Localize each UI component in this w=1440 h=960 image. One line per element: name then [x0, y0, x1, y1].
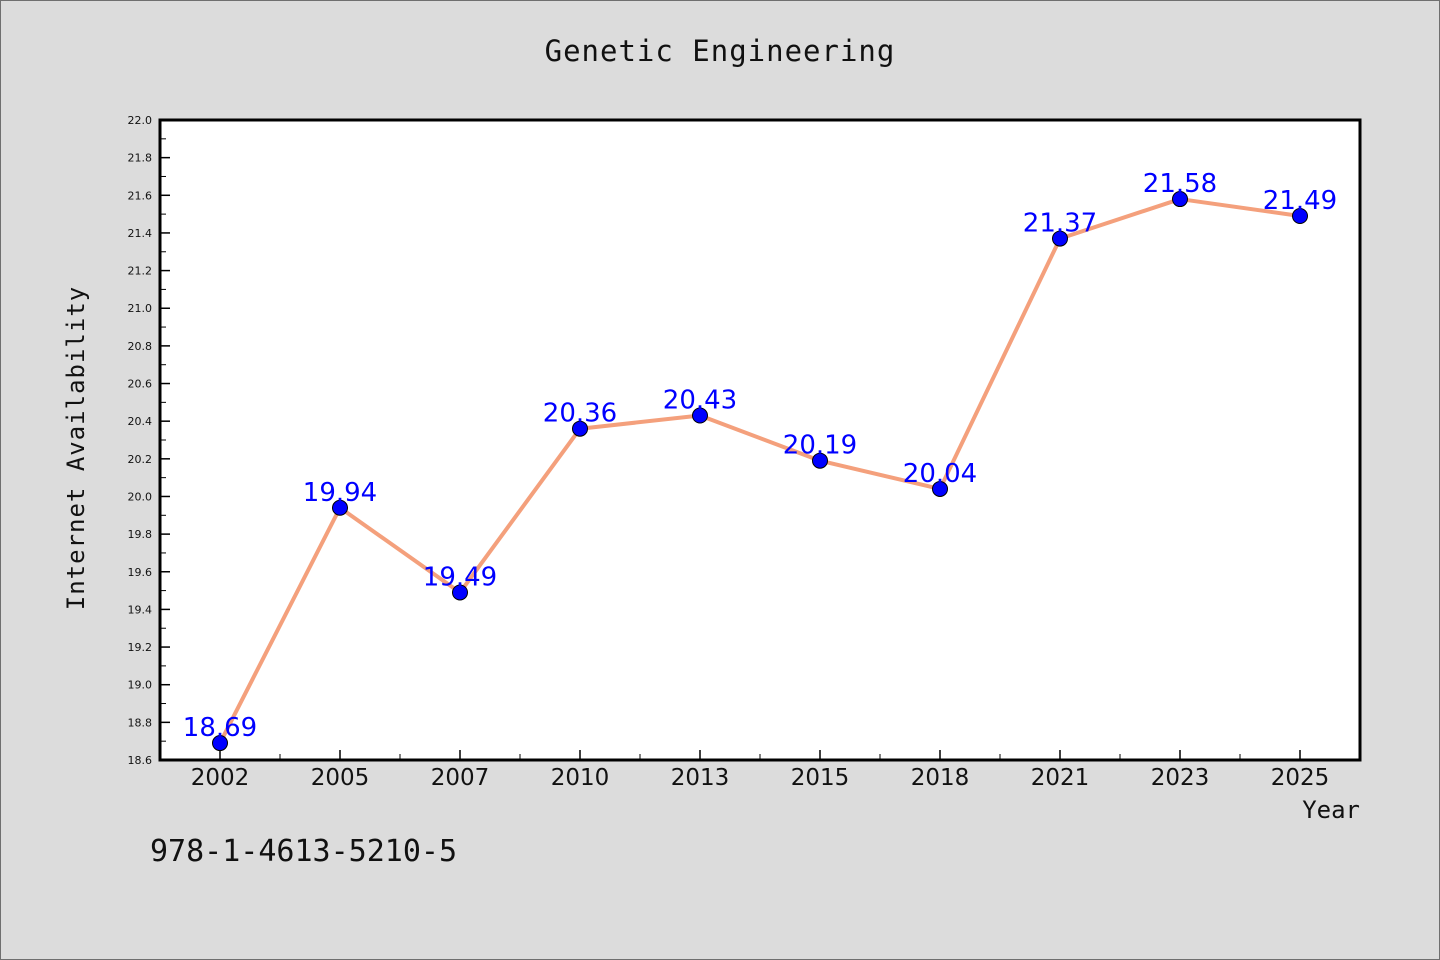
y-axis: 18.6 18.8 19.0 19.2 19.4 19.6 19.8 20.0 20.2 20.4… — [128, 114, 170, 767]
data-point — [212, 735, 228, 752]
chart-title: Genetic Engineering — [544, 34, 896, 68]
x-tick-label: 2021 — [1031, 765, 1090, 791]
x-tick-label: 2005 — [311, 765, 370, 791]
data-labels: 18.69 19.94 19.49 20.36 20.43 20.19 20.04 21.37… — [183, 169, 1337, 743]
y-tick-label: 19.4 — [128, 603, 153, 616]
y-tick-label: 21.0 — [128, 302, 153, 315]
x-tick-label: 2025 — [1271, 765, 1330, 791]
y-tick-label: 21.4 — [128, 227, 153, 240]
data-point — [1172, 191, 1188, 208]
isbn-text: 978-1-4613-5210-5 — [150, 834, 458, 869]
data-point — [452, 584, 468, 601]
x-axis-label: Year — [1302, 796, 1360, 824]
data-point — [572, 420, 588, 437]
y-tick-label: 20.4 — [128, 415, 153, 428]
y-tick-label: 20.0 — [128, 490, 153, 503]
x-tick-label: 2018 — [911, 765, 970, 791]
y-tick-label: 21.6 — [128, 189, 153, 202]
y-tick-label: 22.0 — [128, 114, 153, 127]
data-point — [1292, 208, 1308, 224]
x-axis: 2002 2005 2007 2010 2013 2015 2018 2021 2023 2025 — [191, 750, 1330, 791]
y-tick-label: 20.2 — [128, 453, 153, 466]
data-label: 20.43 — [663, 386, 737, 416]
data-label: 18.69 — [183, 713, 257, 743]
data-label: 21.58 — [1143, 169, 1217, 199]
y-tick-label: 18.8 — [128, 716, 153, 729]
y-tick-label: 21.2 — [128, 265, 153, 278]
x-tick-label: 2002 — [191, 765, 250, 791]
x-tick-label: 2015 — [791, 765, 850, 791]
x-tick-label: 2023 — [1151, 765, 1210, 791]
data-label: 21.49 — [1263, 186, 1337, 216]
y-tick-label: 19.6 — [128, 566, 153, 579]
y-tick-label: 20.6 — [128, 378, 153, 391]
data-label: 19.49 — [423, 562, 497, 592]
series-group — [212, 191, 1308, 752]
data-label: 21.37 — [1023, 209, 1097, 239]
y-tick-label: 19.2 — [128, 641, 153, 654]
data-label: 19.94 — [303, 478, 377, 508]
x-tick-label: 2013 — [671, 765, 730, 791]
data-point — [932, 480, 948, 497]
y-tick-label: 20.8 — [128, 340, 153, 353]
plot-border — [158, 118, 1362, 762]
data-point — [692, 407, 708, 424]
x-tick-label: 2007 — [431, 765, 490, 791]
data-label: 20.36 — [543, 399, 617, 429]
data-point — [812, 452, 828, 469]
series-line — [218, 197, 1301, 744]
y-tick-label: 18.6 — [128, 754, 153, 767]
data-point — [332, 499, 348, 516]
x-tick-label: 2010 — [551, 765, 610, 791]
data-point — [1052, 230, 1068, 247]
y-tick-label: 21.8 — [128, 152, 153, 165]
data-label: 20.04 — [903, 459, 977, 489]
y-tick-label: 19.0 — [128, 679, 153, 692]
data-label: 20.19 — [783, 431, 857, 461]
y-tick-label: 19.8 — [128, 528, 153, 541]
